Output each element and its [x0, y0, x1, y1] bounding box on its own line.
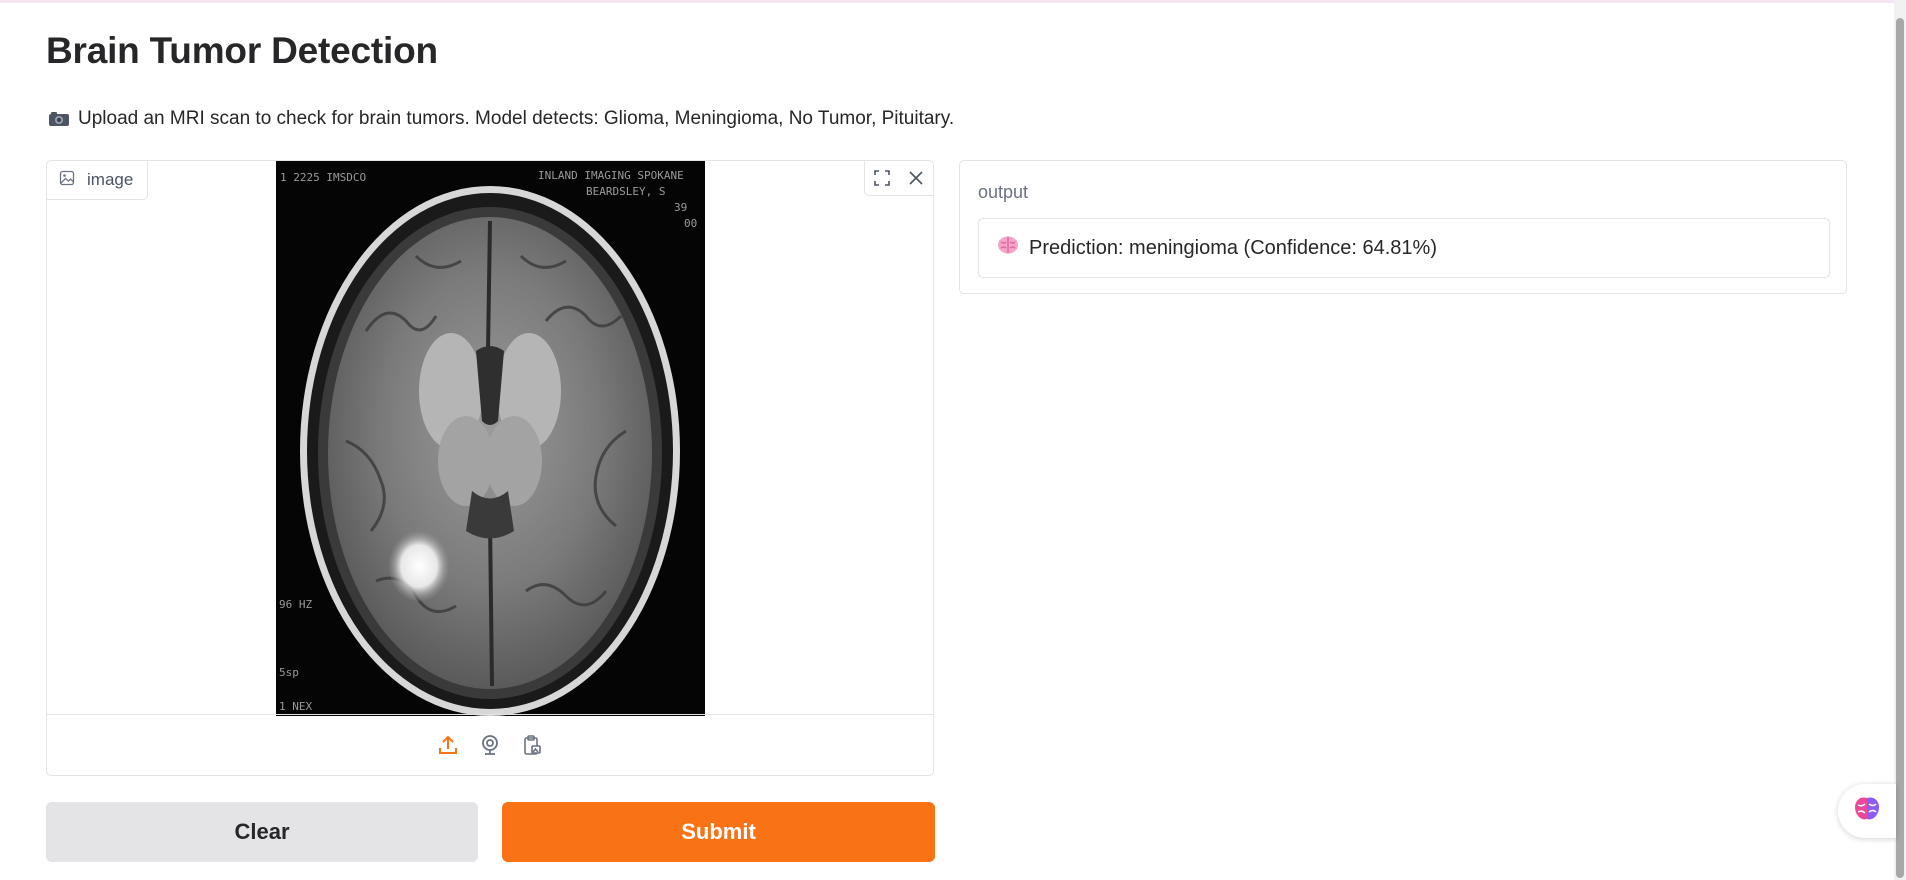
brain-icon — [997, 235, 1019, 261]
clear-button[interactable]: Clear — [46, 802, 478, 862]
upload-icon[interactable] — [435, 732, 461, 758]
fullscreen-icon[interactable] — [865, 161, 899, 195]
scan-text-left-2: 5sp — [279, 666, 299, 679]
scan-text-left-1: 96 HZ — [279, 598, 312, 611]
scan-text-left-3: 1 NEX — [279, 700, 312, 713]
close-icon[interactable] — [899, 161, 933, 195]
image-source-bar — [47, 714, 933, 775]
image-toolbar — [864, 161, 933, 196]
floating-brain-button[interactable] — [1838, 784, 1896, 838]
image-label-text: image — [87, 170, 134, 189]
output-textbox[interactable]: Prediction: meningioma (Confidence: 64.8… — [978, 218, 1830, 278]
scrollbar-thumb[interactable] — [1896, 18, 1904, 878]
clipboard-icon[interactable] — [519, 732, 545, 758]
image-input-panel[interactable]: image — [46, 160, 934, 776]
page-title: Brain Tumor Detection — [46, 30, 438, 71]
description: Upload an MRI scan to check for brain tu… — [48, 108, 954, 130]
webcam-icon[interactable] — [477, 732, 503, 758]
scan-text-top-right-1: INLAND IMAGING SPOKANE — [538, 169, 684, 182]
scan-text-top-left: 1 2225 IMSDCO — [280, 171, 366, 184]
scan-text-top-right-2: BEARDSLEY, S — [586, 185, 665, 198]
image-icon — [59, 170, 75, 191]
camera-icon — [48, 111, 70, 127]
brain-logo-icon — [1852, 795, 1882, 828]
mri-scan-image: 1 2225 IMSDCO INLAND IMAGING SPOKANE BEA… — [276, 161, 705, 716]
prediction-text: Prediction: meningioma (Confidence: 64.8… — [1029, 236, 1437, 259]
scan-text-top-right-4: 00 — [684, 217, 697, 230]
scan-text-top-right-3: 39 — [674, 201, 687, 214]
output-panel: output Prediction: meningioma (Confidenc… — [959, 160, 1847, 294]
top-border-line — [0, 0, 1906, 3]
description-text: Upload an MRI scan to check for brain tu… — [78, 108, 955, 129]
image-input-label: image — [47, 161, 149, 200]
submit-button[interactable]: Submit — [502, 802, 935, 862]
output-label: output — [978, 182, 1029, 202]
page-scrollbar[interactable] — [1894, 0, 1906, 880]
